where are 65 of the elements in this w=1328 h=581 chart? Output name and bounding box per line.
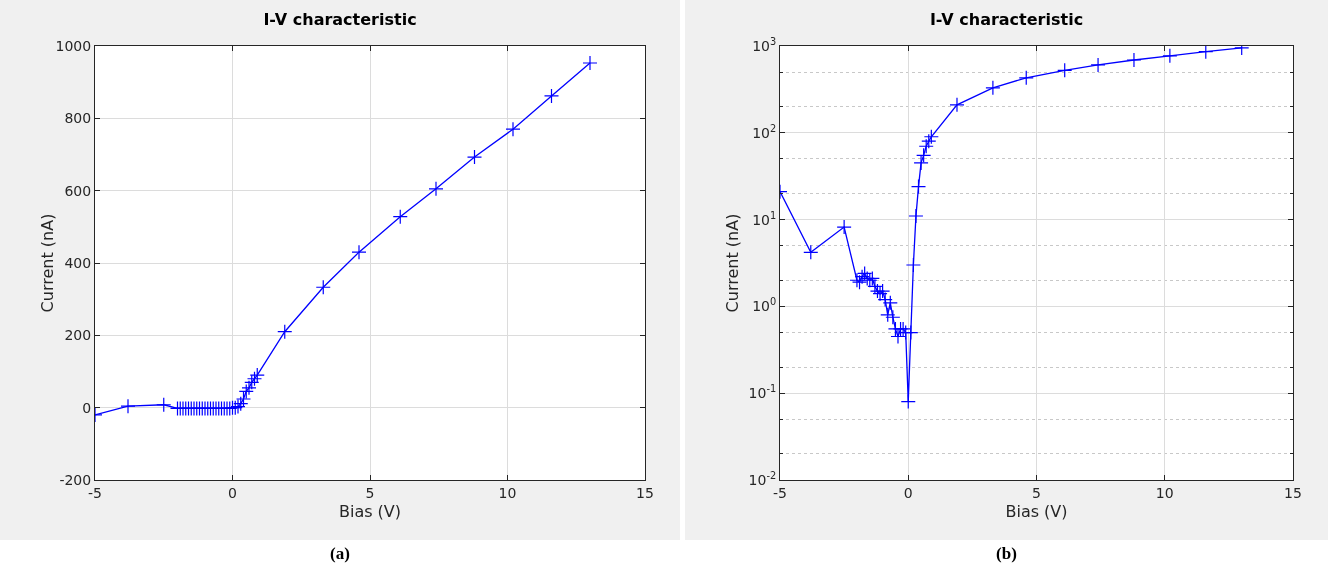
y-tick-label: 600 (64, 182, 92, 199)
y-tick-label: 200 (64, 327, 92, 344)
point (1126, 52, 1142, 68)
point (923, 129, 939, 145)
point (1090, 57, 1106, 73)
point (392, 209, 408, 225)
point (905, 257, 921, 273)
point (582, 55, 598, 71)
x-tick-label: 10 (1155, 484, 1174, 501)
point (1198, 46, 1214, 60)
point (918, 138, 934, 154)
point (890, 328, 906, 345)
chart-title: I-V characteristic (263, 9, 417, 29)
y-tick-label: 1000 (55, 37, 92, 54)
point (885, 309, 901, 325)
point (913, 155, 929, 171)
y-tick-label: 800 (64, 110, 92, 127)
x-tick-label: 15 (636, 484, 654, 501)
y-tick-label: 10$^{3}$ (752, 36, 777, 54)
chart-title: I-V characteristic (929, 9, 1084, 29)
point (1162, 48, 1178, 64)
point (921, 133, 937, 149)
point (910, 179, 927, 195)
y-tick-label: 10$^{0}$ (752, 296, 777, 315)
y-tick-label: 10$^{1}$ (752, 209, 777, 228)
point (315, 279, 331, 295)
point (803, 244, 819, 260)
y-tick-label: 10$^{-1}$ (748, 383, 777, 402)
x-axis-title: Bias (V) (1005, 502, 1068, 522)
point (1057, 62, 1073, 78)
x-tick-label: 10 (498, 484, 517, 501)
point (543, 88, 560, 104)
point (277, 324, 293, 340)
point (882, 295, 898, 311)
y-tick-label: 0 (82, 399, 92, 416)
point (235, 391, 252, 407)
point (949, 97, 965, 113)
y-axis-title: Current (nA) (723, 213, 742, 313)
point (854, 269, 870, 285)
x-tick-label: 15 (1284, 484, 1302, 501)
point (985, 80, 1001, 96)
y-axis-title: Current (nA) (38, 213, 57, 313)
point (249, 367, 265, 383)
point (466, 149, 483, 165)
point (836, 219, 852, 235)
text: (b) (995, 544, 1018, 564)
x-axis-title: Bias (V) (338, 502, 402, 522)
point (428, 181, 444, 197)
point (156, 397, 172, 413)
text: (a) (329, 544, 351, 564)
point (916, 147, 932, 163)
point (908, 208, 924, 224)
y-tick-label: 10$^{2}$ (752, 122, 777, 141)
point (505, 121, 521, 137)
point (900, 394, 916, 410)
point (880, 307, 896, 323)
x-tick-label: 5 (365, 484, 375, 501)
y-tick-label: 400 (64, 254, 92, 271)
point (903, 324, 919, 341)
point (120, 398, 136, 414)
x-tick-label: 5 (1032, 484, 1041, 501)
x-tick-label: 0 (228, 484, 237, 501)
x-tick-label: 0 (903, 484, 913, 501)
point (1018, 70, 1034, 86)
point (351, 244, 367, 260)
